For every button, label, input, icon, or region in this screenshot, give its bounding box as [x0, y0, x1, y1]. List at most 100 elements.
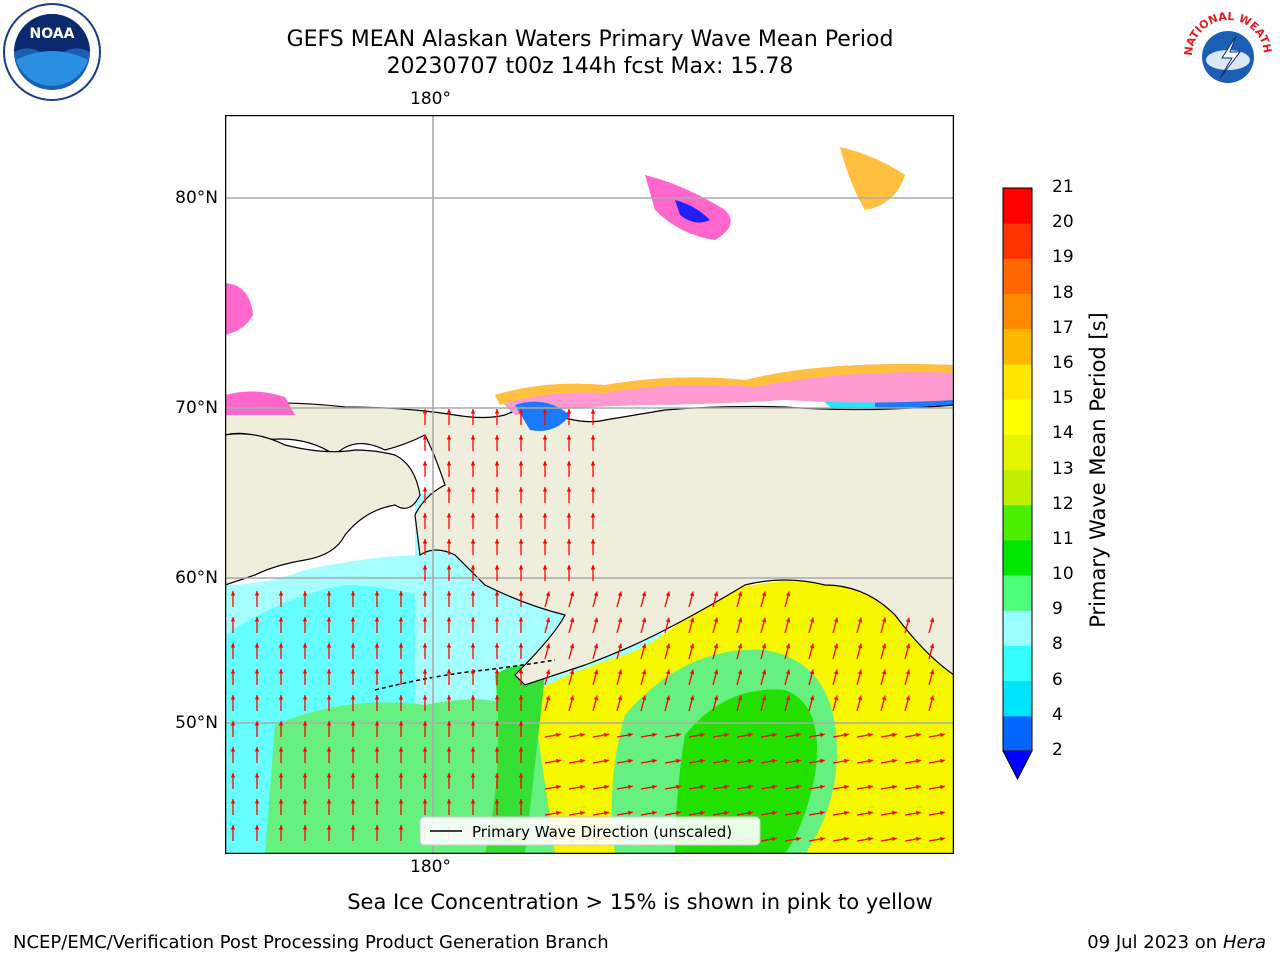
- wave-direction-arrowhead: [819, 810, 825, 816]
- wave-direction-arrowhead: [915, 784, 921, 790]
- colorbar-tick-label: 18: [1052, 282, 1074, 303]
- chart-subtitle: 20230707 t00z 144h fcst Max: 15.78: [386, 54, 794, 79]
- wave-direction-arrowhead: [230, 799, 236, 804]
- wave-direction-arrowhead: [518, 513, 524, 518]
- wave-direction-arrowhead: [254, 695, 260, 700]
- wave-direction-arrowhead: [254, 799, 260, 804]
- wave-direction-arrowhead: [302, 799, 308, 804]
- wave-direction-arrowhead: [518, 591, 524, 596]
- wave-direction-arrowhead: [579, 732, 585, 738]
- chart-title: GEFS MEAN Alaskan Waters Primary Wave Me…: [286, 27, 894, 52]
- wave-direction-arrowhead: [785, 669, 791, 675]
- wave-direction-arrowhead: [350, 669, 356, 674]
- wave-direction-arrowhead: [446, 565, 452, 570]
- wave-direction-arrowhead: [518, 643, 524, 648]
- colorbar-swatch: [1003, 399, 1032, 435]
- wave-direction-arrowhead: [470, 591, 476, 596]
- colorbar-swatch: [1003, 363, 1032, 400]
- colorbar-swatch: [1003, 188, 1032, 224]
- wave-direction-arrowhead: [254, 643, 260, 648]
- wave-direction-arrowhead: [302, 773, 308, 778]
- sea-ice-floe-ne: [840, 147, 905, 210]
- wave-direction-arrowhead: [542, 409, 548, 414]
- wave-direction-arrowhead: [891, 732, 897, 738]
- wave-direction-arrowhead: [374, 721, 380, 726]
- wave-direction-arrowhead: [771, 758, 777, 764]
- primary-wave-direction-arrows: [230, 409, 945, 842]
- wave-direction-arrowhead: [350, 695, 356, 700]
- colorbar-tick-label: 2: [1052, 740, 1063, 760]
- wave-direction-arrowhead: [843, 758, 849, 764]
- wave-direction-arrowhead: [350, 747, 356, 752]
- wave-direction-arrowhead: [542, 539, 548, 544]
- wave-direction-arrowhead: [651, 784, 657, 790]
- wave-direction-arrowhead: [785, 643, 791, 649]
- wave-direction-arrowhead: [494, 409, 500, 414]
- gulf-bright-green-core: [675, 689, 817, 854]
- wave-direction-arrowhead: [590, 409, 596, 414]
- wave-direction-arrowhead: [302, 747, 308, 752]
- colorbar-swatch: [1003, 223, 1032, 259]
- wave-direction-arrowhead: [699, 810, 705, 816]
- colorbar-tick-label: 20: [1052, 212, 1074, 233]
- wave-direction-arrowhead: [302, 591, 308, 596]
- western-green-region: [265, 699, 555, 854]
- longitude-label-top: 180°: [410, 89, 451, 109]
- wave-direction-arrowhead: [542, 461, 548, 466]
- colorbar-extend-arrow: [1002, 750, 1033, 781]
- wave-direction-arrowhead: [590, 565, 596, 570]
- latitude-label-70n: 70°N: [175, 398, 218, 418]
- wave-direction-arrowhead: [566, 461, 572, 466]
- wave-direction-arrowhead: [398, 669, 404, 674]
- wave-direction-arrowhead: [939, 784, 945, 790]
- wave-direction-arrowhead: [590, 461, 596, 466]
- wave-direction-arrowhead: [891, 758, 897, 764]
- wave-direction-arrowhead: [446, 695, 452, 700]
- wave-direction-arrowhead: [603, 784, 609, 790]
- wave-direction-arrowhead: [915, 810, 921, 816]
- wave-direction-arrowhead: [278, 825, 284, 830]
- wave-direction-arrowhead: [795, 758, 801, 764]
- wave-direction-arrowhead: [494, 721, 500, 726]
- wave-direction-arrowhead: [843, 810, 849, 816]
- colorbar-tick-label: 6: [1052, 669, 1063, 690]
- wave-direction-arrowhead: [593, 695, 599, 701]
- wave-direction-arrowhead: [398, 747, 404, 752]
- wave-direction-arrowhead: [542, 565, 548, 570]
- wave-direction-arrowhead: [771, 784, 777, 790]
- wave-direction-arrowhead: [665, 695, 671, 701]
- wave-direction-arrowhead: [446, 487, 452, 492]
- wave-direction-arrowhead: [617, 643, 623, 649]
- wave-direction-arrowhead: [350, 721, 356, 726]
- wave-direction-arrowhead: [422, 565, 428, 570]
- footer-date: 09 Jul 2023 on Hera: [1087, 932, 1266, 953]
- wave-direction-arrowhead: [518, 669, 524, 674]
- wave-direction-arrowhead: [569, 669, 575, 675]
- wave-direction-arrowhead: [915, 836, 921, 842]
- wave-direction-arrowhead: [590, 487, 596, 492]
- wave-direction-arrowhead: [761, 669, 767, 675]
- wave-direction-arrowhead: [230, 617, 236, 622]
- wave-direction-arrowhead: [761, 695, 767, 701]
- wave-direction-arrowhead: [819, 758, 825, 764]
- wave-direction-arrowhead: [254, 773, 260, 778]
- colorbar-tick-label: 14: [1052, 423, 1074, 444]
- wave-direction-arrowhead: [470, 539, 476, 544]
- wave-direction-arrowhead: [470, 513, 476, 518]
- wave-direction-arrowhead: [350, 643, 356, 648]
- wave-direction-arrowhead: [374, 591, 380, 596]
- wave-direction-arrowhead: [230, 721, 236, 726]
- wave-direction-arrowhead: [857, 617, 863, 623]
- wave-direction-arrowhead: [494, 617, 500, 622]
- sea-ice-floe-north-core: [675, 200, 710, 223]
- colorbar-swatch: [1003, 293, 1032, 330]
- wave-direction-arrowhead: [651, 758, 657, 764]
- wave-direction-arrowhead: [374, 695, 380, 700]
- wave-direction-arrowhead: [891, 810, 897, 816]
- colorbar-swatch: [1003, 715, 1032, 752]
- wave-direction-arrowhead: [230, 695, 236, 700]
- wave-direction-arrowhead: [939, 758, 945, 764]
- wave-direction-arrowhead: [494, 435, 500, 440]
- wave-direction-arrowhead: [891, 784, 897, 790]
- wave-direction-arrowhead: [470, 409, 476, 414]
